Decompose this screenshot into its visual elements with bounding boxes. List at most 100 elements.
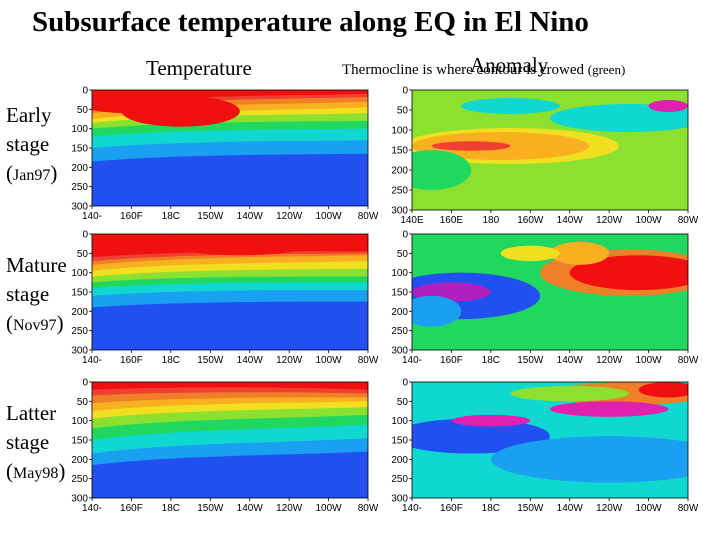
anomaly-blob (412, 295, 462, 327)
y-tick-label: 100 (391, 416, 408, 427)
anomaly-blob (431, 141, 511, 151)
panel-mature-anomaly: 0 50 100 150 200 250 300 140- 160F 18C 150W 140W 120… (372, 228, 712, 368)
x-tick-label: 180 (483, 215, 500, 226)
y-tick-label: 50 (77, 105, 89, 116)
x-tick-label: 100W (316, 355, 343, 366)
plot-area (412, 90, 688, 210)
y-tick-label: 50 (397, 106, 409, 117)
stage-label-mature: Mature stage (Nov97) (6, 251, 67, 340)
x-tick-label: 80W (358, 503, 379, 514)
x-tick-label: 160W (517, 215, 544, 226)
x-tick-label: 150W (517, 503, 544, 514)
stage-word: stage (6, 430, 50, 454)
anomaly-blob (500, 245, 560, 262)
x-tick-label: 100W (316, 503, 343, 514)
stage-label-early: Early stage (Jan97) (6, 101, 57, 190)
y-tick-label: 300 (391, 346, 408, 357)
paren-open: ( (6, 311, 13, 335)
y-tick-label: 200 (391, 455, 408, 466)
y-tick-label: 200 (71, 307, 88, 318)
y-tick-label: 0 (82, 86, 88, 97)
plot-area (92, 234, 368, 350)
y-tick-label: 200 (391, 166, 408, 177)
x-tick-label: 80W (678, 215, 699, 226)
plot-area (412, 234, 688, 350)
x-tick-label: 160F (120, 355, 143, 366)
x-tick-label: 120W (276, 355, 303, 366)
y-tick-label: 150 (71, 436, 88, 447)
panel-early-anomaly: 0 50 100 150 200 250 300 140E 160E 180 160W 140W 120… (372, 84, 712, 229)
x-tick-label: 80W (678, 355, 699, 366)
y-tick-label: 50 (397, 249, 409, 260)
anomaly-blob (461, 98, 560, 114)
y-tick-label: 250 (391, 326, 408, 337)
y-tick-label: 250 (71, 326, 88, 337)
stage-date: (May98) (6, 457, 65, 488)
x-tick-label: 150W (197, 355, 224, 366)
x-tick-label: 150W (197, 503, 224, 514)
y-tick-label: 100 (71, 268, 88, 279)
x-tick-label: 160F (120, 503, 143, 514)
stage-label-latter: Latter stage (May98) (6, 399, 65, 488)
paren-close: ) (50, 161, 58, 185)
x-tick-label: 140- (82, 211, 102, 222)
y-tick-label: 300 (71, 494, 88, 505)
y-tick-label: 200 (71, 163, 88, 174)
thermocline-note-text: Thermocline is where contour is crowed (342, 62, 584, 78)
y-tick-label: 200 (391, 307, 408, 318)
y-tick-label: 0 (402, 378, 408, 389)
x-tick-label: 160F (440, 355, 463, 366)
x-tick-label: 140W (557, 215, 584, 226)
temperature-column-heading: Temperature (146, 56, 252, 80)
x-tick-label: 140W (557, 503, 584, 514)
panel-early-temperature: 0 50 100 150 200 250 300 140- 160F 18C 150W 140W 120… (62, 84, 382, 224)
anomaly-column-heading: Anomaly (470, 53, 549, 77)
y-tick-label: 0 (82, 378, 88, 389)
y-tick-label: 250 (71, 474, 88, 485)
x-tick-label: 100W (636, 215, 663, 226)
y-tick-label: 250 (391, 474, 408, 485)
x-tick-label: 140W (237, 503, 264, 514)
x-tick-label: 140E (400, 215, 424, 226)
y-tick-label: 100 (71, 124, 88, 135)
x-tick-label: 140W (557, 355, 584, 366)
stage-word: stage (6, 132, 50, 156)
stage-date: (Jan97) (6, 159, 57, 190)
x-tick-label: 80W (358, 211, 379, 222)
x-tick-label: 100W (316, 211, 343, 222)
anomaly-blob (490, 436, 688, 483)
plot-area (412, 382, 688, 498)
y-tick-label: 0 (402, 230, 408, 241)
anomaly-blob (648, 100, 688, 112)
anomaly-blob (412, 418, 550, 454)
y-tick-label: 100 (391, 126, 408, 137)
y-tick-label: 50 (77, 397, 89, 408)
y-tick-label: 150 (71, 288, 88, 299)
anomaly-blob (92, 97, 181, 114)
anomaly-blob (412, 150, 472, 190)
y-tick-label: 300 (391, 494, 408, 505)
x-tick-label: 160F (120, 211, 143, 222)
x-tick-label: 18C (482, 355, 500, 366)
date-text: May98 (13, 465, 59, 482)
stage-name: Early (6, 103, 52, 127)
panel-latter-temperature: 0 50 100 150 200 250 300 140- 160F 18C 150W 140W 120… (62, 376, 382, 516)
y-tick-label: 300 (71, 202, 88, 213)
date-text: Jan97 (13, 167, 51, 184)
x-tick-label: 120W (596, 215, 623, 226)
y-tick-label: 150 (71, 144, 88, 155)
x-tick-label: 140- (82, 503, 102, 514)
y-tick-label: 150 (391, 288, 408, 299)
x-tick-label: 18C (162, 211, 180, 222)
y-tick-label: 150 (391, 436, 408, 447)
color-band (92, 382, 368, 390)
x-tick-label: 120W (596, 503, 623, 514)
date-text: Nov97 (13, 317, 57, 334)
stage-name: Mature (6, 253, 67, 277)
x-tick-label: 80W (678, 503, 699, 514)
stage-date: (Nov97) (6, 309, 67, 340)
y-tick-label: 150 (391, 146, 408, 157)
